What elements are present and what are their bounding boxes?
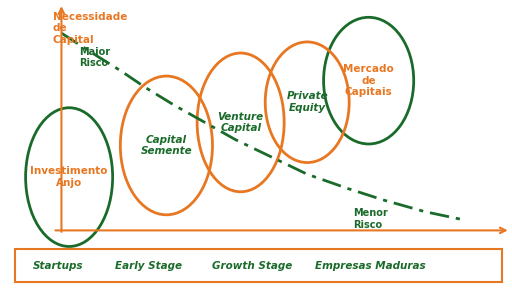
Text: Maior
Risco: Maior Risco — [79, 47, 111, 69]
Text: Capital
Semente: Capital Semente — [141, 135, 192, 156]
Text: Venture
Capital: Venture Capital — [218, 112, 264, 133]
Text: Early Stage: Early Stage — [115, 261, 182, 271]
Text: Startups: Startups — [33, 261, 84, 271]
Text: Investimento
Anjo: Investimento Anjo — [30, 166, 108, 188]
Text: Growth Stage: Growth Stage — [212, 261, 293, 271]
Text: Empresas Maduras: Empresas Maduras — [315, 261, 425, 271]
Text: Mercado
de
Capitais: Mercado de Capitais — [343, 64, 394, 97]
Text: Private
Equity: Private Equity — [286, 92, 328, 113]
Text: Necessidade
de
Capital: Necessidade de Capital — [53, 12, 127, 45]
Text: Menor
Risco: Menor Risco — [353, 208, 388, 230]
